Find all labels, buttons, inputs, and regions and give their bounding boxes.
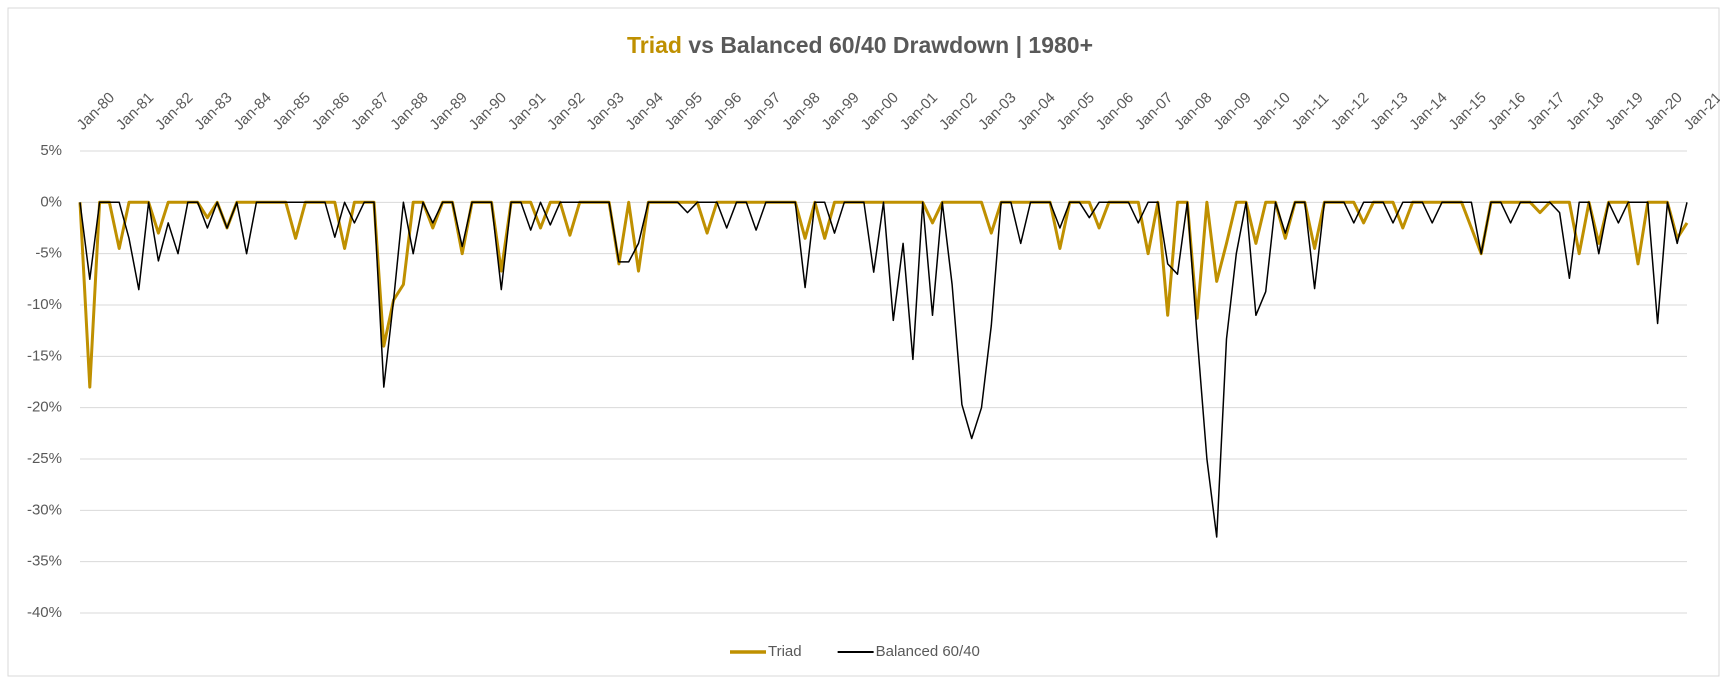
y-tick-label: -5% <box>35 245 62 262</box>
legend-label: Triad <box>768 643 802 660</box>
title-highlight: Triad <box>627 32 682 58</box>
y-tick-label: -30% <box>27 501 62 518</box>
y-tick-label: 5% <box>40 142 62 159</box>
y-tick-label: -15% <box>27 347 62 364</box>
chart-frame <box>7 7 1720 677</box>
y-tick-label: 0% <box>40 193 62 210</box>
series-line <box>79 201 1688 538</box>
legend-label: Balanced 60/40 <box>876 643 980 660</box>
title-rest: vs Balanced 60/40 Drawdown | 1980+ <box>682 32 1093 58</box>
y-tick-label: -20% <box>27 399 62 416</box>
y-tick-label: -40% <box>27 604 62 621</box>
y-tick-label: -10% <box>27 296 62 313</box>
chart-title: Triad vs Balanced 60/40 Drawdown | 1980+ <box>627 32 1093 58</box>
y-tick-label: -35% <box>27 553 62 570</box>
y-tick-label: -25% <box>27 450 62 467</box>
